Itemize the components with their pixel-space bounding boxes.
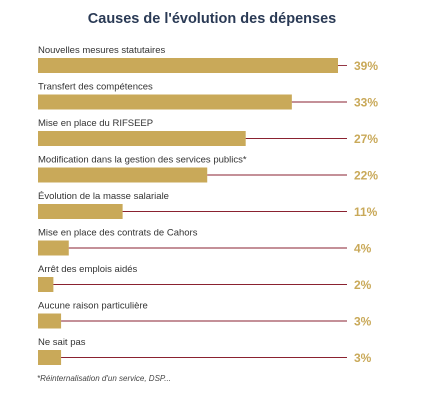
bar xyxy=(38,167,208,183)
category-label: Ne sait pas xyxy=(38,337,86,348)
value-label: 39% xyxy=(354,59,378,73)
bar xyxy=(38,240,69,256)
value-label: 3% xyxy=(354,315,372,329)
bar xyxy=(38,277,54,292)
value-label: 27% xyxy=(354,132,378,146)
value-label: 22% xyxy=(354,169,378,183)
value-label: 4% xyxy=(354,242,372,256)
bar xyxy=(38,350,62,365)
bar xyxy=(38,94,292,110)
bar xyxy=(38,204,123,219)
value-label: 11% xyxy=(354,205,378,219)
category-label: Nouvelles mesures statutaires xyxy=(38,45,165,56)
chart-footnote: *Réinternalisation d'un service, DSP... xyxy=(37,374,171,383)
category-label: Transfert des compétences xyxy=(38,82,153,93)
bar xyxy=(38,313,62,329)
category-label: Évolution de la masse salariale xyxy=(38,191,169,202)
value-label: 2% xyxy=(354,278,372,292)
category-label: Mise en place des contrats de Cahors xyxy=(38,228,198,239)
chart-title: Causes de l'évolution des dépenses xyxy=(87,11,337,27)
bar xyxy=(38,131,246,146)
category-label: Modification dans la gestion des service… xyxy=(38,155,247,166)
value-label: 33% xyxy=(354,96,378,110)
category-label: Arrêt des emplois aidés xyxy=(38,264,138,275)
category-label: Aucune raison particulière xyxy=(38,301,148,312)
value-label: 3% xyxy=(354,351,372,365)
bar xyxy=(38,58,338,73)
category-label: Mise en place du RIFSEEP xyxy=(38,118,153,129)
